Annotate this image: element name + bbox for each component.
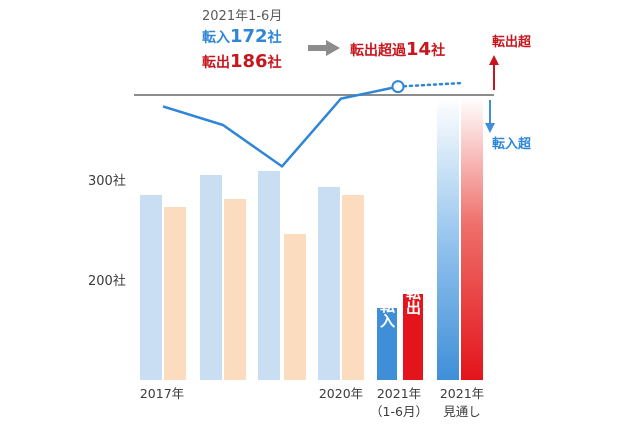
y-tick-label-1: 200社 (88, 273, 126, 289)
bar-out-0 (164, 207, 186, 380)
x-tick-label-5-1: 見通し (443, 404, 481, 419)
net-line-marker-2021h1 (391, 80, 405, 94)
annotation-in-value: 172 (230, 26, 268, 47)
bar-out-4 (403, 294, 423, 380)
bar-label-in: 転入 (378, 298, 396, 328)
y-axis: 300社 200社 (88, 173, 126, 289)
bar-in-3 (318, 187, 340, 380)
annotation-excess: 転出超過14社 (350, 39, 445, 60)
annotation-excess-value: 14 (406, 39, 431, 60)
bar-out-3 (342, 195, 364, 380)
y-tick-label-0: 300社 (88, 173, 126, 189)
annotation-in-unit: 社 (267, 29, 282, 46)
x-tick-label-4-0: 2021年 (377, 386, 421, 401)
annotation-period: 2021年1-6月 (202, 9, 282, 24)
net-line-group (162, 80, 464, 168)
bar-out-2 (284, 234, 306, 380)
annotation-in: 転入172社 (202, 26, 282, 47)
bar-in-4 (377, 308, 397, 380)
bar-in-2 (258, 171, 280, 380)
bar-inner-labels: 転入 転出 (378, 285, 422, 328)
bar-in-1 (200, 175, 222, 380)
direction-legend: 転出超 転入超 (485, 34, 532, 152)
annotation-in-prefix: 転入 (202, 29, 230, 46)
annotation-out-value: 186 (230, 51, 268, 72)
bar-in-0 (140, 195, 162, 380)
annotation-out: 転出186社 (202, 51, 282, 72)
annotation-excess-unit: 社 (430, 42, 445, 59)
annotation-2021h1: 2021年1-6月 転入172社 転出186社 転出超過14社 (202, 9, 445, 72)
bar-in-5 (437, 98, 459, 380)
legend-out-label: 転出超 (492, 34, 532, 50)
x-tick-label-5-0: 2021年 (440, 386, 484, 401)
annotation-out-unit: 社 (267, 54, 282, 71)
bar-out-1 (224, 199, 246, 380)
annotation-arrow-head (326, 40, 340, 56)
net-line-projection (396, 81, 464, 88)
legend-in-label: 転入超 (492, 136, 532, 152)
x-tick-label-0-0: 2017年 (140, 386, 184, 401)
bar-label-out: 転出 (404, 285, 422, 316)
net-line (162, 85, 399, 168)
x-tick-label-3-0: 2020年 (319, 386, 363, 401)
annotation-excess-prefix: 転出超過 (350, 42, 407, 59)
bars-group (140, 98, 483, 380)
bar-out-5 (461, 98, 483, 380)
annotation-out-prefix: 転出 (202, 54, 230, 71)
x-tick-label-4-1: （1-6月） (370, 404, 428, 419)
